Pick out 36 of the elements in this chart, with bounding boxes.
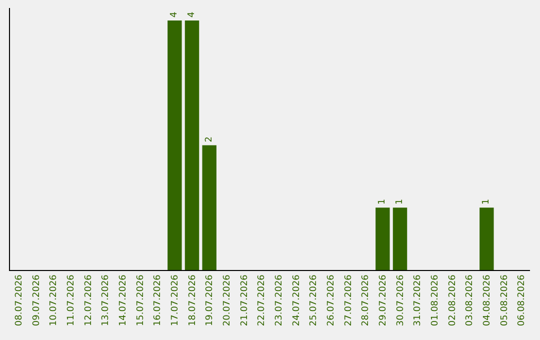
x-tick-label: 15.07.2026 — [136, 274, 146, 326]
x-tick-label: 24.07.2026 — [292, 274, 302, 326]
x-tick-label: 29.07.2026 — [378, 274, 389, 326]
x-tick-label: 18.07.2026 — [188, 274, 198, 326]
x-tick-label: 04.08.2026 — [482, 274, 493, 326]
data-label: 1 — [482, 198, 492, 205]
x-tick-label: 30.07.2026 — [396, 274, 406, 326]
x-tick-label: 21.07.2026 — [240, 274, 250, 326]
x-tick-label: 27.07.2026 — [344, 274, 354, 326]
x-tick-label: 03.08.2026 — [465, 274, 476, 326]
x-tick-label: 16.07.2026 — [153, 274, 164, 326]
x-tick-label: 20.07.2026 — [222, 274, 233, 326]
data-label: 2 — [204, 136, 214, 142]
x-tick-label: 05.08.2026 — [500, 274, 510, 326]
x-tick-label: 26.07.2026 — [326, 274, 337, 326]
x-tick-label: 13.07.2026 — [101, 274, 112, 326]
x-tick-label: 11.07.2026 — [66, 274, 77, 326]
x-tick-label: 01.08.2026 — [430, 274, 441, 326]
x-tick-label: 06.08.2026 — [517, 274, 528, 326]
x-tick-label: 17.07.2026 — [170, 274, 181, 326]
x-tick-label: 19.07.2026 — [205, 274, 216, 326]
x-tick-label: 02.08.2026 — [448, 274, 458, 326]
x-tick-label: 09.07.2026 — [32, 274, 42, 326]
data-label: 4 — [187, 11, 197, 18]
x-tick-label: 31.07.2026 — [413, 274, 424, 326]
x-tick-label: 12.07.2026 — [84, 274, 94, 326]
data-label: 4 — [170, 11, 180, 18]
x-tick-label: 23.07.2026 — [274, 274, 285, 326]
data-label: 1 — [395, 198, 405, 205]
x-tick-label: 08.07.2026 — [14, 274, 25, 326]
x-tick-label: 28.07.2026 — [361, 274, 372, 326]
x-tick-label: 25.07.2026 — [309, 274, 320, 326]
data-label: 1 — [378, 198, 388, 205]
x-tick-label: 14.07.2026 — [118, 274, 129, 326]
x-tick-label: 10.07.2026 — [49, 274, 60, 326]
x-tick-label: 22.07.2026 — [257, 274, 268, 326]
